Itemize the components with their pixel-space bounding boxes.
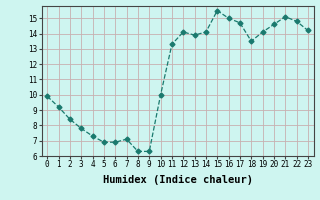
X-axis label: Humidex (Indice chaleur): Humidex (Indice chaleur) <box>103 175 252 185</box>
